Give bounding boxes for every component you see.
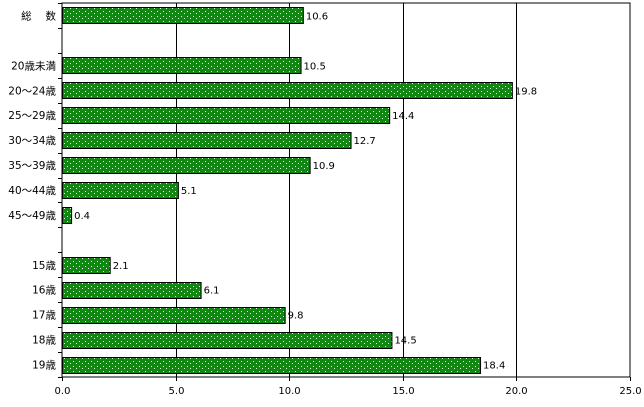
bar (62, 182, 179, 199)
category-label: 15歳 (32, 260, 56, 272)
value-label: 5.1 (181, 186, 197, 197)
value-label: 2.1 (113, 261, 129, 272)
category-label: 20歳未満 (11, 60, 56, 72)
category-label: 35～39歳 (8, 160, 56, 172)
bar (62, 107, 391, 124)
value-label: 14.5 (394, 336, 416, 347)
category-label: 40～44歳 (8, 185, 56, 197)
category-label: 17歳 (32, 310, 56, 322)
bar (62, 57, 302, 74)
x-tick-label: 15.0 (392, 386, 414, 397)
x-tick-label: 5.0 (169, 386, 185, 397)
x-tick-label: 10.0 (278, 386, 300, 397)
x-tick-label: 20.0 (505, 386, 527, 397)
category-label: 18歳 (32, 335, 56, 347)
bar (62, 257, 111, 274)
category-label: 45～49歳 (8, 210, 56, 222)
category-label: 30～34歳 (8, 135, 56, 147)
bar (62, 82, 513, 99)
category-labels: 総 数 20歳未満 20～24歳 25～29歳 30～34歳 35～39歳 40～44歳 45… (8, 9, 56, 371)
category-label: 16歳 (32, 285, 56, 297)
category-label: 25～29歳 (8, 110, 56, 122)
value-label: 10.9 (313, 161, 335, 172)
x-tick-label: 25.0 (619, 386, 641, 397)
bar (62, 207, 73, 224)
value-label: 14.4 (392, 111, 414, 122)
axes (58, 2, 631, 381)
bar (62, 282, 202, 299)
bar (62, 357, 482, 374)
bar (62, 332, 393, 349)
plot-frame (61, 2, 631, 378)
value-label: 19.8 (515, 86, 537, 97)
value-label: 18.4 (483, 361, 505, 372)
category-label: 20～24歳 (8, 85, 56, 97)
bar (62, 307, 286, 324)
value-label: 6.1 (204, 286, 220, 297)
bar (62, 7, 304, 24)
value-label: 9.8 (288, 311, 304, 322)
tick-labels: 0.0 5.0 10.0 15.0 20.0 25.0 (55, 386, 642, 397)
value-label: 0.4 (74, 211, 90, 222)
value-labels: 10.6 10.5 19.8 14.4 12.7 10.9 5.1 0.4 2.1 6.1 9.8 1… (74, 11, 537, 371)
value-label: 10.6 (306, 11, 328, 22)
value-label: 12.7 (354, 136, 376, 147)
x-tick-label: 0.0 (55, 386, 71, 397)
category-label: 総 数 (21, 9, 56, 22)
bar (62, 157, 311, 174)
value-label: 10.5 (304, 61, 326, 72)
category-label: 19歳 (32, 360, 56, 372)
bars (62, 7, 513, 374)
bar (62, 132, 352, 149)
